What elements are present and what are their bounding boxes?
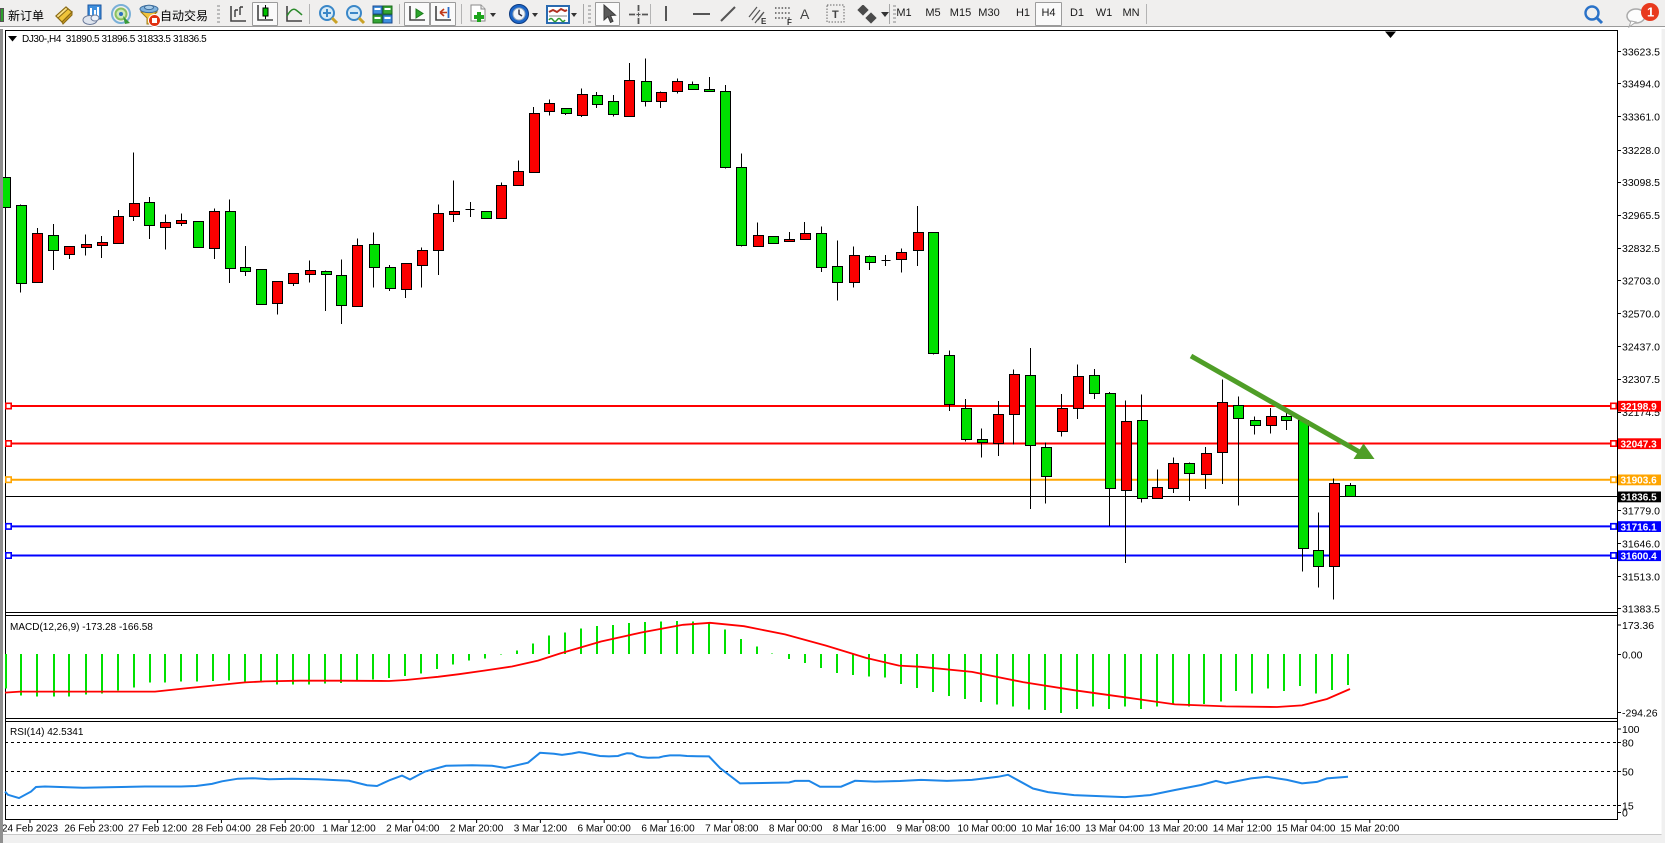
svg-text:173.36: 173.36: [1622, 620, 1654, 632]
svg-text:14 Mar 12:00: 14 Mar 12:00: [1213, 824, 1272, 835]
svg-text:F: F: [787, 18, 792, 26]
svg-text:10 Mar 00:00: 10 Mar 00:00: [958, 824, 1017, 835]
svg-text:15 Mar 04:00: 15 Mar 04:00: [1277, 824, 1336, 835]
svg-text:15: 15: [1622, 800, 1634, 812]
svg-text:2 Mar 04:00: 2 Mar 04:00: [386, 824, 440, 835]
svg-text:3 Mar 12:00: 3 Mar 12:00: [514, 824, 568, 835]
svg-text:26 Feb 23:00: 26 Feb 23:00: [64, 824, 123, 835]
svg-text:8 Mar 16:00: 8 Mar 16:00: [833, 824, 887, 835]
svg-text:32832.5: 32832.5: [1622, 243, 1660, 255]
svg-text:31903.6: 31903.6: [1621, 476, 1658, 487]
svg-text:31383.5: 31383.5: [1622, 604, 1660, 616]
svg-text:32307.5: 32307.5: [1622, 374, 1660, 386]
svg-text:9 Mar 08:00: 9 Mar 08:00: [897, 824, 951, 835]
svg-text:32703.0: 32703.0: [1622, 275, 1660, 287]
svg-text:1 Mar 12:00: 1 Mar 12:00: [322, 824, 376, 835]
svg-text:28 Feb 20:00: 28 Feb 20:00: [256, 824, 315, 835]
svg-text:8 Mar 00:00: 8 Mar 00:00: [769, 824, 823, 835]
svg-text:2 Mar 20:00: 2 Mar 20:00: [450, 824, 504, 835]
svg-text:33098.5: 33098.5: [1622, 177, 1660, 189]
svg-text:80: 80: [1622, 737, 1634, 749]
svg-text:1: 1: [1647, 5, 1654, 20]
svg-text:6 Mar 16:00: 6 Mar 16:00: [641, 824, 695, 835]
svg-text:33494.0: 33494.0: [1622, 79, 1660, 91]
svg-text:27 Feb 12:00: 27 Feb 12:00: [128, 824, 187, 835]
svg-text:T: T: [832, 9, 839, 21]
svg-text:32965.5: 32965.5: [1622, 210, 1660, 222]
svg-text:31513.0: 31513.0: [1622, 572, 1660, 584]
svg-text:31600.4: 31600.4: [1621, 552, 1658, 563]
svg-text:13 Mar 04:00: 13 Mar 04:00: [1085, 824, 1144, 835]
svg-text:10 Mar 16:00: 10 Mar 16:00: [1021, 824, 1080, 835]
svg-text:7 Mar 08:00: 7 Mar 08:00: [705, 824, 759, 835]
svg-text:28 Feb 04:00: 28 Feb 04:00: [192, 824, 251, 835]
svg-text:33623.5: 33623.5: [1622, 46, 1660, 58]
svg-text:13 Mar 20:00: 13 Mar 20:00: [1149, 824, 1208, 835]
svg-text:100: 100: [1622, 724, 1640, 736]
svg-text:31779.0: 31779.0: [1622, 505, 1660, 517]
svg-text:RSI(14) 42.5341: RSI(14) 42.5341: [10, 727, 84, 738]
svg-text:DJ30-,H4 31890.5 31896.5 3183: DJ30-,H4 31890.5 31896.5 31833.5 31836.5: [22, 34, 207, 45]
svg-text:-294.26: -294.26: [1622, 707, 1658, 719]
svg-text:32198.9: 32198.9: [1621, 402, 1658, 413]
svg-text:31716.1: 31716.1: [1621, 522, 1658, 533]
svg-text:E: E: [761, 17, 767, 26]
svg-text:32047.3: 32047.3: [1621, 440, 1658, 451]
svg-text:15 Mar 20:00: 15 Mar 20:00: [1340, 824, 1399, 835]
svg-text:33361.0: 33361.0: [1622, 112, 1660, 124]
svg-text:MACD(12,26,9) -173.28 -166.58: MACD(12,26,9) -173.28 -166.58: [10, 622, 153, 633]
svg-text:24 Feb 2023: 24 Feb 2023: [2, 824, 59, 835]
svg-text:31836.5: 31836.5: [1621, 493, 1658, 504]
svg-text:32570.0: 32570.0: [1622, 309, 1660, 321]
svg-text:6 Mar 00:00: 6 Mar 00:00: [578, 824, 632, 835]
svg-text:0: 0: [1622, 807, 1628, 819]
svg-text:33228.0: 33228.0: [1622, 145, 1660, 157]
svg-text:0.00: 0.00: [1622, 649, 1643, 661]
svg-text:32437.0: 32437.0: [1622, 342, 1660, 354]
svg-text:50: 50: [1622, 766, 1634, 778]
svg-text:31646.0: 31646.0: [1622, 538, 1660, 550]
